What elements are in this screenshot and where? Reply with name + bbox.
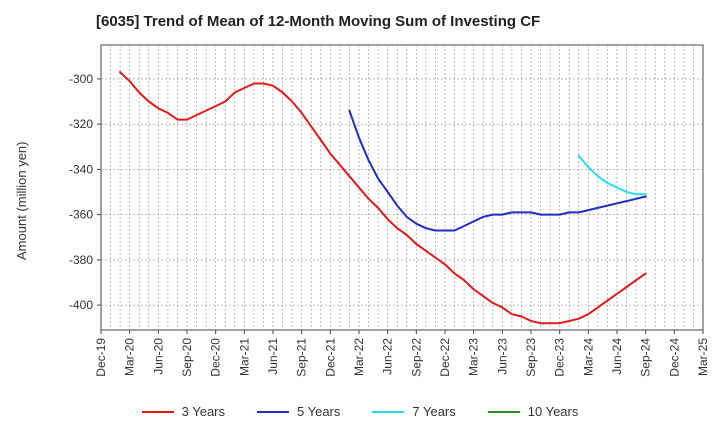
legend-item-10-years: 10 Years — [487, 404, 579, 419]
x-tick-label: Mar-23 — [467, 338, 481, 376]
x-tick-label: Mar-22 — [352, 338, 366, 376]
x-tick-label: Dec-19 — [94, 338, 108, 377]
series-line-7-years — [577, 154, 647, 196]
x-tick-label: Dec-24 — [667, 338, 681, 377]
legend: 3 Years 5 Years 7 Years 10 Years — [0, 404, 720, 419]
series-line-5-years — [348, 109, 647, 232]
x-tick-label: Sep-21 — [295, 338, 309, 377]
x-tick-label: Sep-23 — [524, 338, 538, 377]
chart-plot: -300 -320 -340 -360 -380 -400 Dec-19 Mar-20 Jun-… — [69, 44, 710, 377]
chart-title: [6035] Trend of Mean of 12-Month Moving … — [96, 13, 541, 30]
x-tick-label: Mar-20 — [123, 338, 137, 376]
y-tick-label: -320 — [69, 117, 93, 131]
series-line-3-years — [119, 71, 647, 325]
x-tick-label: Dec-21 — [323, 338, 337, 377]
x-tick-label: Dec-23 — [553, 338, 567, 377]
x-tick-label: Sep-20 — [180, 338, 194, 377]
legend-swatch-5-years — [257, 410, 289, 413]
y-tick-label: -400 — [69, 298, 93, 312]
legend-swatch-10-years — [487, 410, 520, 413]
legend-label-5-years: 5 Years — [297, 404, 341, 419]
legend-label-10-years: 10 Years — [527, 404, 579, 419]
x-tick-label: Jun-20 — [151, 338, 165, 375]
y-axis-label: Amount (million yen) — [14, 141, 29, 261]
legend-item-3-years: 3 Years — [141, 404, 225, 419]
y-tick-label: -360 — [69, 208, 93, 222]
x-tick-label: Dec-22 — [438, 338, 452, 377]
legend-item-5-years: 5 Years — [257, 404, 340, 419]
legend-label-3-years: 3 Years — [181, 404, 225, 419]
x-tick-label: Sep-24 — [639, 338, 653, 377]
x-tick-label: Sep-22 — [409, 338, 423, 377]
x-tick-label: Mar-24 — [581, 338, 595, 376]
x-tick-label: Jun-24 — [610, 338, 624, 375]
x-tick-label: Mar-25 — [696, 338, 710, 376]
legend-swatch-7-years — [372, 410, 405, 413]
plot-area — [100, 44, 704, 331]
x-tick-label: Mar-21 — [237, 338, 251, 376]
legend-label-7-years: 7 Years — [412, 404, 456, 419]
legend-swatch-3-years — [141, 410, 174, 413]
y-tick-label: -340 — [69, 162, 93, 176]
y-tick-label: -380 — [69, 253, 93, 267]
legend-item-7-years: 7 Years — [372, 404, 456, 419]
y-tick-label: -300 — [69, 72, 93, 86]
x-tick-label: Jun-22 — [381, 338, 395, 375]
x-tick-label: Dec-20 — [209, 338, 223, 377]
x-tick-label: Jun-21 — [266, 338, 280, 375]
x-tick-label: Jun-23 — [495, 338, 509, 375]
